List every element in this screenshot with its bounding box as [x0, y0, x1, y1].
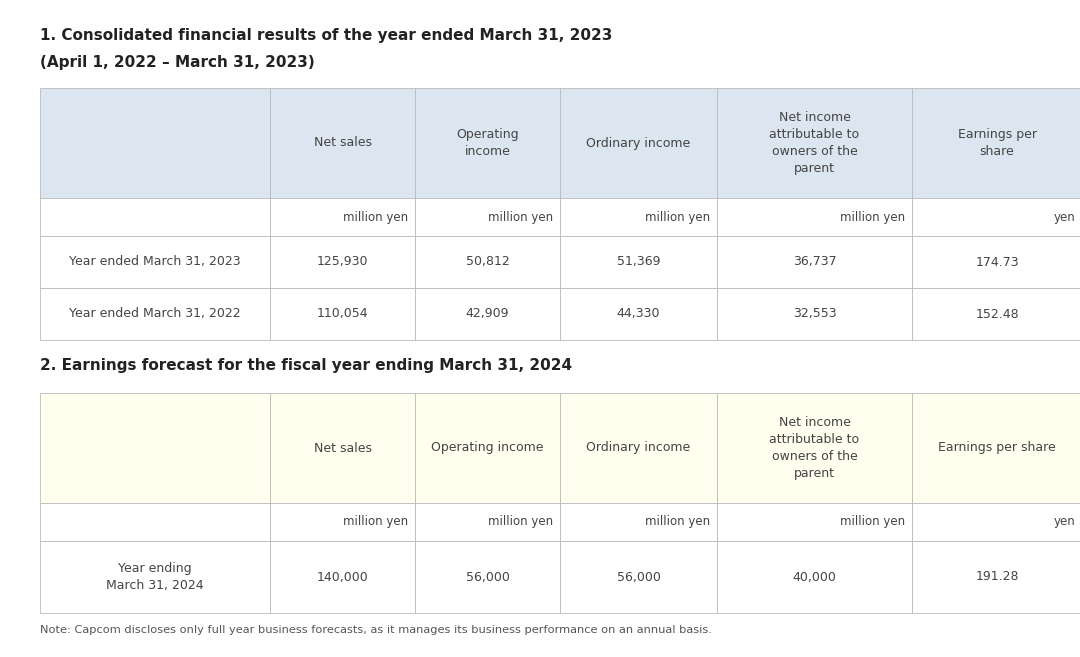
Text: 1. Consolidated financial results of the year ended March 31, 2023: 1. Consolidated financial results of the… [40, 28, 612, 43]
Bar [912, 541, 1080, 613]
Text: 56,000: 56,000 [465, 570, 510, 583]
Text: million yen: million yen [488, 516, 553, 528]
Bar [717, 236, 912, 288]
Bar [717, 541, 912, 613]
Text: Net income
attributable to
owners of the
parent: Net income attributable to owners of the… [769, 111, 860, 175]
Bar [415, 88, 561, 198]
Text: Net sales: Net sales [313, 442, 372, 455]
Text: million yen: million yen [645, 516, 710, 528]
Text: yen: yen [1053, 516, 1075, 528]
Bar [40, 393, 270, 503]
Bar [270, 198, 415, 236]
Bar [912, 236, 1080, 288]
Bar [415, 393, 561, 503]
Text: 36,737: 36,737 [793, 256, 836, 269]
Text: Operating
income: Operating income [456, 128, 518, 158]
Bar [561, 198, 717, 236]
Text: 125,930: 125,930 [316, 256, 368, 269]
Bar [40, 88, 270, 198]
Bar [561, 541, 717, 613]
Text: 42,909: 42,909 [465, 307, 510, 321]
Text: million yen: million yen [645, 210, 710, 223]
Text: million yen: million yen [342, 516, 408, 528]
Bar [717, 198, 912, 236]
Text: 110,054: 110,054 [316, 307, 368, 321]
Bar [415, 288, 561, 340]
Text: Ordinary income: Ordinary income [586, 137, 690, 150]
Bar [415, 198, 561, 236]
Bar [561, 88, 717, 198]
Text: Ordinary income: Ordinary income [586, 442, 690, 455]
Bar [717, 88, 912, 198]
Bar [270, 288, 415, 340]
Text: Net income
attributable to
owners of the
parent: Net income attributable to owners of the… [769, 416, 860, 480]
Bar [912, 393, 1080, 503]
Bar [270, 236, 415, 288]
Bar [561, 503, 717, 541]
Text: Year ended March 31, 2022: Year ended March 31, 2022 [69, 307, 241, 321]
Bar [717, 288, 912, 340]
Text: 44,330: 44,330 [617, 307, 660, 321]
Bar [912, 198, 1080, 236]
Text: million yen: million yen [488, 210, 553, 223]
Text: 140,000: 140,000 [316, 570, 368, 583]
Bar [270, 393, 415, 503]
Text: Year ended March 31, 2023: Year ended March 31, 2023 [69, 256, 241, 269]
Text: Earnings per share: Earnings per share [939, 442, 1056, 455]
Bar [912, 288, 1080, 340]
Text: 50,812: 50,812 [465, 256, 510, 269]
Bar [270, 88, 415, 198]
Text: 2. Earnings forecast for the fiscal year ending March 31, 2024: 2. Earnings forecast for the fiscal year… [40, 358, 572, 373]
Bar [561, 236, 717, 288]
Text: (April 1, 2022 – March 31, 2023): (April 1, 2022 – March 31, 2023) [40, 55, 314, 70]
Text: 174.73: 174.73 [975, 256, 1018, 269]
Text: Note: Capcom discloses only full year business forecasts, as it manages its busi: Note: Capcom discloses only full year bu… [40, 625, 712, 635]
Text: million yen: million yen [840, 516, 905, 528]
Text: Net sales: Net sales [313, 137, 372, 150]
Text: million yen: million yen [342, 210, 408, 223]
Text: 56,000: 56,000 [617, 570, 661, 583]
Bar [415, 236, 561, 288]
Text: yen: yen [1053, 210, 1075, 223]
Bar [912, 88, 1080, 198]
Bar [40, 198, 270, 236]
Bar [270, 503, 415, 541]
Text: 40,000: 40,000 [793, 570, 836, 583]
Bar [40, 503, 270, 541]
Bar [270, 541, 415, 613]
Text: 152.48: 152.48 [975, 307, 1018, 321]
Bar [40, 236, 270, 288]
Bar [561, 288, 717, 340]
Bar [415, 541, 561, 613]
Text: Year ending
March 31, 2024: Year ending March 31, 2024 [106, 562, 204, 592]
Text: Earnings per
share: Earnings per share [958, 128, 1037, 158]
Bar [912, 503, 1080, 541]
Bar [717, 503, 912, 541]
Text: million yen: million yen [840, 210, 905, 223]
Bar [717, 393, 912, 503]
Text: 32,553: 32,553 [793, 307, 836, 321]
Bar [561, 393, 717, 503]
Text: 191.28: 191.28 [975, 570, 1018, 583]
Bar [40, 541, 270, 613]
Text: 51,369: 51,369 [617, 256, 660, 269]
Bar [40, 288, 270, 340]
Bar [415, 503, 561, 541]
Text: Operating income: Operating income [431, 442, 543, 455]
